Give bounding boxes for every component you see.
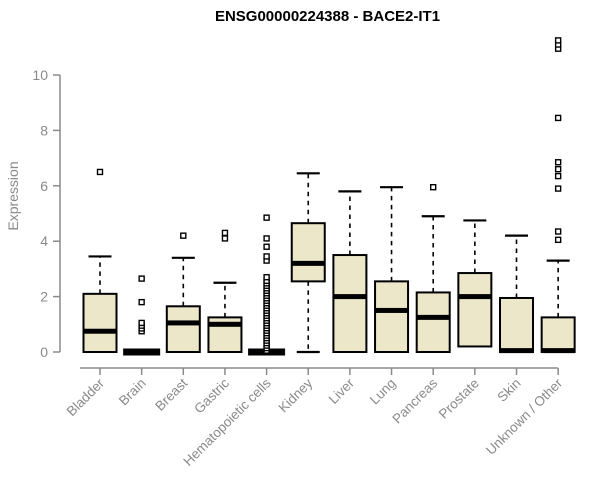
x-tick-label: Prostate bbox=[436, 376, 482, 422]
median-lung bbox=[375, 307, 409, 313]
median-prostate bbox=[458, 294, 492, 300]
x-tick-label: Kidney bbox=[276, 375, 316, 415]
outlier-unknown-other bbox=[554, 185, 562, 192]
outlier-pancreas bbox=[430, 183, 437, 191]
outlier-brain bbox=[138, 298, 145, 306]
outlier-hematopoietic-cells bbox=[263, 235, 270, 242]
box-lung bbox=[374, 280, 410, 353]
x-tick-label: Bladder bbox=[64, 375, 108, 419]
x-tick-label: Gastric bbox=[191, 375, 232, 416]
outlier-gastric bbox=[221, 235, 229, 242]
median-breast bbox=[166, 320, 200, 326]
outlier-hematopoietic-cells bbox=[263, 274, 270, 281]
outlier-unknown-other bbox=[554, 228, 562, 235]
outlier-unknown-other bbox=[554, 37, 562, 44]
y-tick-label: 0 bbox=[40, 344, 48, 360]
box-bladder bbox=[82, 292, 118, 353]
box-liver bbox=[332, 254, 368, 353]
median-skin bbox=[500, 348, 533, 354]
outlier-breast bbox=[180, 232, 187, 239]
x-tick-label: Skin bbox=[494, 376, 523, 405]
outlier-unknown-other bbox=[554, 159, 562, 166]
x-tick-label: Pancreas bbox=[389, 375, 440, 426]
outlier-gastric bbox=[221, 229, 229, 237]
outlier-unknown-other bbox=[554, 172, 562, 180]
box-unknown-other bbox=[540, 316, 576, 353]
y-tick-label: 6 bbox=[40, 178, 48, 194]
outlier-hematopoietic-cells bbox=[263, 243, 270, 250]
y-tick-label: 4 bbox=[40, 233, 48, 249]
outlier-unknown-other bbox=[554, 114, 562, 122]
median-pancreas bbox=[416, 314, 450, 320]
median-unknown-other bbox=[541, 348, 575, 354]
box-breast bbox=[165, 305, 201, 354]
box-skin bbox=[499, 296, 534, 353]
x-tick-label: Unknown / Other bbox=[483, 375, 566, 458]
median-bladder bbox=[83, 328, 117, 334]
outlier-hematopoietic-cells bbox=[263, 214, 270, 221]
outlier-unknown-other bbox=[554, 165, 562, 173]
box-collapsed-brain bbox=[123, 348, 161, 356]
box-kidney bbox=[290, 222, 326, 283]
median-liver bbox=[333, 294, 367, 300]
y-tick-label: 8 bbox=[40, 122, 48, 138]
outlier-brain bbox=[138, 275, 145, 282]
outlier-brain bbox=[138, 319, 145, 327]
x-tick-label: Lung bbox=[367, 376, 399, 408]
outlier-bladder bbox=[96, 168, 104, 176]
x-tick-label: Breast bbox=[152, 375, 190, 413]
y-tick-label: 2 bbox=[40, 289, 48, 305]
outlier-hematopoietic-cells bbox=[263, 253, 270, 260]
box-prostate bbox=[457, 272, 493, 348]
y-tick-label: 10 bbox=[32, 67, 48, 83]
median-kidney bbox=[291, 260, 325, 266]
median-gastric bbox=[208, 321, 242, 327]
outlier-unknown-other bbox=[554, 236, 562, 244]
x-tick-label: Brain bbox=[116, 376, 149, 409]
chart-title: ENSG00000224388 - BACE2-IT1 bbox=[214, 8, 441, 25]
box-pancreas bbox=[415, 291, 451, 354]
x-tick-label: Liver bbox=[326, 375, 358, 407]
